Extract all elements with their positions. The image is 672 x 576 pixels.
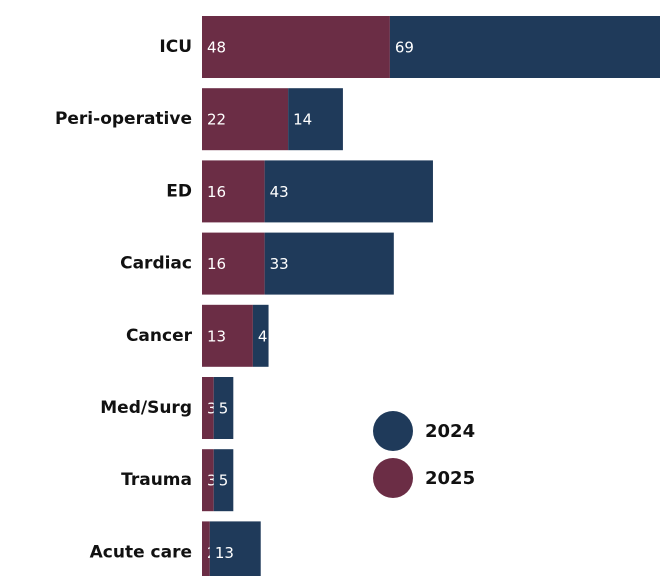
category-label: ICU — [159, 37, 192, 57]
bar-segment — [288, 88, 343, 151]
data-label: 22 — [207, 111, 226, 129]
legend-swatch — [373, 458, 413, 498]
data-label: 3 — [207, 400, 217, 418]
bar-segment — [202, 232, 265, 295]
category-label: Trauma — [121, 470, 192, 490]
bar-segment — [209, 521, 261, 576]
bar-segment — [202, 377, 214, 439]
data-label: 3 — [207, 472, 217, 490]
data-label: 5 — [219, 472, 229, 490]
data-label: 4 — [258, 327, 268, 345]
data-label: 13 — [215, 544, 234, 562]
bar-segment — [264, 160, 433, 223]
data-label: 69 — [395, 39, 414, 57]
bar-segment — [202, 304, 253, 367]
legend-label: 2024 — [425, 421, 475, 442]
data-label: 48 — [207, 39, 226, 57]
legend-swatch — [373, 411, 413, 451]
bar-segment — [213, 449, 234, 512]
category-label: Peri-operative — [55, 109, 192, 129]
bar-segment — [202, 521, 210, 576]
category-label: Acute care — [90, 542, 192, 562]
bar-segment — [213, 377, 234, 439]
legend-label: 2025 — [425, 468, 475, 489]
data-label: 16 — [207, 183, 226, 201]
data-label: 14 — [293, 111, 312, 129]
bar-segment — [202, 16, 390, 78]
category-label: Med/Surg — [100, 398, 192, 418]
data-label: 16 — [207, 255, 226, 273]
bar-segment — [264, 232, 394, 295]
bar-segment — [202, 449, 214, 512]
bar-segment — [252, 304, 269, 367]
category-label: Cardiac — [120, 254, 192, 274]
data-label: 33 — [270, 255, 289, 273]
data-label: 43 — [270, 183, 289, 201]
data-label: 13 — [207, 327, 226, 345]
bar-segment — [202, 88, 289, 151]
bar-segment — [389, 16, 660, 78]
bar-segment — [202, 160, 265, 223]
data-label: 5 — [219, 400, 229, 418]
category-label: ED — [166, 181, 192, 201]
category-label: Cancer — [126, 326, 193, 346]
